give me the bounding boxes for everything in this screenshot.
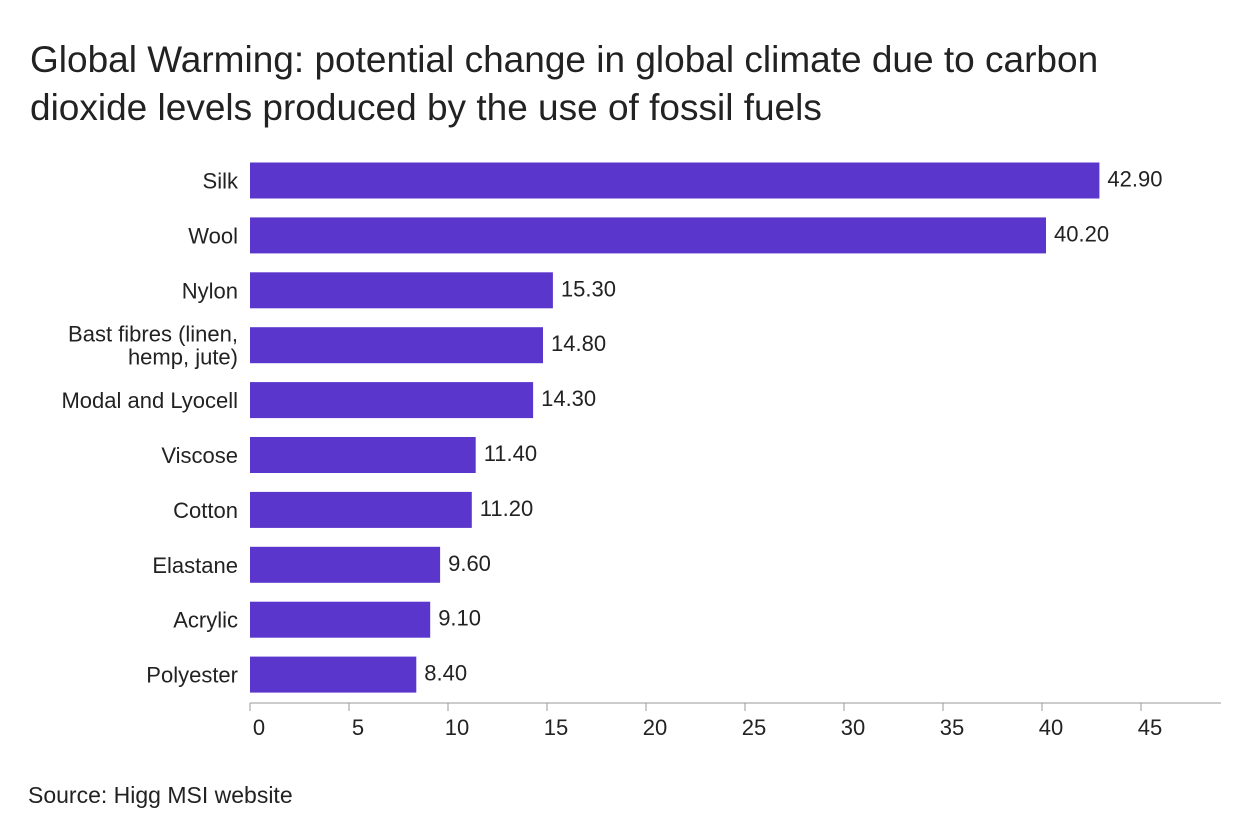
category-label: Modal and Lyocell [61, 388, 238, 413]
category-label: Nylon [182, 278, 238, 303]
bar [250, 491, 472, 528]
value-label: 8.40 [424, 661, 467, 686]
value-label: 11.40 [484, 441, 537, 466]
bar [250, 437, 476, 473]
category-label: Acrylic [173, 608, 238, 633]
value-label: 9.10 [438, 606, 481, 631]
value-label: 42.90 [1107, 167, 1162, 192]
x-axis: 0 5 10 15 20 25 30 35 40 45 [249, 702, 1221, 740]
value-label: 40.20 [1054, 221, 1109, 246]
value-label: 14.80 [551, 331, 606, 356]
source-note: Source: Higg MSI website [28, 782, 293, 808]
category-label: Wool [188, 223, 238, 248]
value-labels-group: 42.90 40.20 15.30 14.80 14.30 11.40 11.20 9.60 9… [424, 167, 1162, 686]
bar [250, 272, 553, 309]
category-label: Cotton [173, 498, 238, 523]
category-label: Bast fibres (linen, [68, 322, 238, 347]
value-label: 11.20 [480, 496, 533, 521]
bar [250, 327, 543, 364]
category-label: Viscose [161, 443, 238, 468]
bar [250, 382, 534, 419]
bar [250, 601, 431, 638]
x-tick-label: 5 [352, 715, 364, 740]
value-label: 9.60 [448, 551, 491, 576]
bar [250, 162, 1100, 199]
category-labels-group: Silk Wool Nylon Bast fibres (linen,hemp, ju… [61, 169, 239, 688]
x-tick-label: 25 [742, 715, 766, 740]
x-tick-label: 40 [1039, 715, 1063, 740]
value-label: 15.30 [561, 276, 616, 301]
x-tick-label: 30 [841, 715, 865, 740]
x-tick-label: 0 [253, 715, 265, 740]
x-tick-label: 15 [544, 715, 568, 740]
bars-group [250, 162, 1100, 693]
bar [250, 217, 1046, 254]
chart-title-line-1: Global Warming: potential change in glob… [30, 39, 1099, 80]
x-tick-label: 35 [940, 715, 964, 740]
value-label: 14.30 [541, 386, 596, 411]
chart-title-line-2: dioxide levels produced by the use of fo… [30, 87, 822, 128]
category-label: Polyester [146, 663, 238, 688]
chart-title: Global Warming: potential change in glob… [30, 36, 1220, 132]
x-tick-label: 45 [1138, 715, 1162, 740]
category-label: Silk [203, 169, 239, 194]
category-label: hemp, jute) [128, 345, 238, 370]
category-label: Elastane [152, 553, 238, 578]
bar [250, 546, 441, 583]
x-tick-label: 20 [643, 715, 667, 740]
x-tick-label: 10 [445, 715, 469, 740]
bar [250, 656, 417, 693]
